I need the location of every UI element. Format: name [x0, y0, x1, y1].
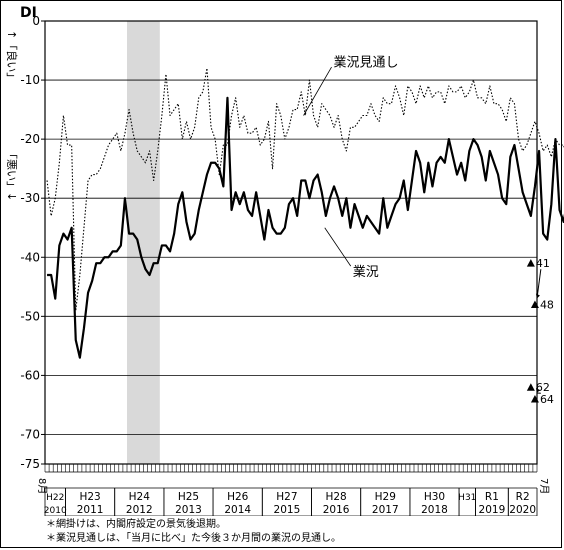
y-tick-label: -70: [20, 427, 40, 441]
x-year-label: 2020: [509, 504, 536, 516]
x-year-label: 2010: [44, 506, 67, 516]
series-annotation-outlook: 業況見通し: [334, 54, 399, 70]
x-era-label: H22: [46, 493, 64, 503]
y-tick-label: -60: [20, 368, 40, 382]
x-era-label: H26: [227, 491, 249, 503]
x-year-label: 2014: [224, 504, 251, 516]
x-start-label: 8月: [36, 478, 48, 494]
x-end-label: 7月: [538, 478, 550, 494]
x-era-label: R2: [516, 491, 530, 503]
x-era-label: H27: [276, 491, 297, 503]
y-tick-label: -40: [20, 250, 40, 264]
x-era-label: H25: [178, 491, 199, 503]
endpoint-triangle: [526, 259, 535, 267]
y-tick-label: -75: [20, 457, 40, 471]
footnote-shading: ＊網掛けは、内閣府設定の景気後退期。: [46, 519, 226, 530]
plot-border: [44, 20, 538, 465]
x-year-label: 2015: [274, 504, 301, 516]
x-era-label: H30: [424, 491, 445, 503]
y-axis-good-label: ↑「良い」: [5, 30, 19, 83]
y-tick-label: 0: [32, 14, 40, 28]
series-line-outlook: [46, 67, 564, 311]
endpoint-label: 64: [540, 393, 554, 406]
y-axis-title: DI: [20, 5, 37, 21]
x-era-label: H28: [325, 491, 346, 503]
endpoint-label: 41: [536, 257, 550, 270]
x-year-label: 2013: [175, 504, 202, 516]
recession-shading: [127, 21, 160, 464]
endpoint-arrowhead: [535, 293, 540, 299]
footnote-outlook: ＊業況見通しは、「当月に比べ」た今後３か月間の業況の見通し。: [46, 533, 341, 544]
x-year-label: 2016: [323, 504, 350, 516]
series-annotation-business: 業況: [353, 264, 379, 280]
endpoint-arrowhead: [535, 388, 540, 394]
x-era-label: H29: [375, 491, 396, 503]
di-line-chart: 0 -10 -20 -30 -40 -50 -60 -70 -75 8月 7月 H22 2010 H23…: [5, 5, 564, 516]
endpoint-triangle: [530, 395, 539, 403]
y-tick-label: -20: [20, 132, 40, 146]
x-year-label: 2017: [372, 504, 399, 516]
y-tick-label: -50: [20, 309, 40, 323]
series-line-business: [47, 96, 564, 359]
y-axis-bad-label: 「悪い」↓: [5, 148, 18, 201]
endpoint-triangle: [526, 383, 535, 391]
x-era-label: H24: [129, 491, 151, 503]
y-tick-label: -10: [20, 73, 40, 87]
endpoint-label: 62: [536, 381, 550, 394]
endpoint-arrow: [536, 269, 542, 299]
x-year-label: 2019: [479, 504, 506, 516]
x-era-label: H23: [79, 491, 100, 503]
x-year-label: 2018: [421, 504, 448, 516]
y-tick-label: -30: [20, 191, 40, 205]
endpoint-label: 48: [540, 299, 554, 312]
x-era-label: R1: [485, 491, 499, 503]
x-year-label: 2011: [77, 504, 104, 516]
annotation-leader: [303, 66, 332, 116]
endpoint-triangle: [530, 300, 539, 309]
annotation-leader: [324, 227, 352, 267]
x-era-label: H31: [458, 493, 476, 503]
x-year-label: 2012: [126, 504, 153, 516]
